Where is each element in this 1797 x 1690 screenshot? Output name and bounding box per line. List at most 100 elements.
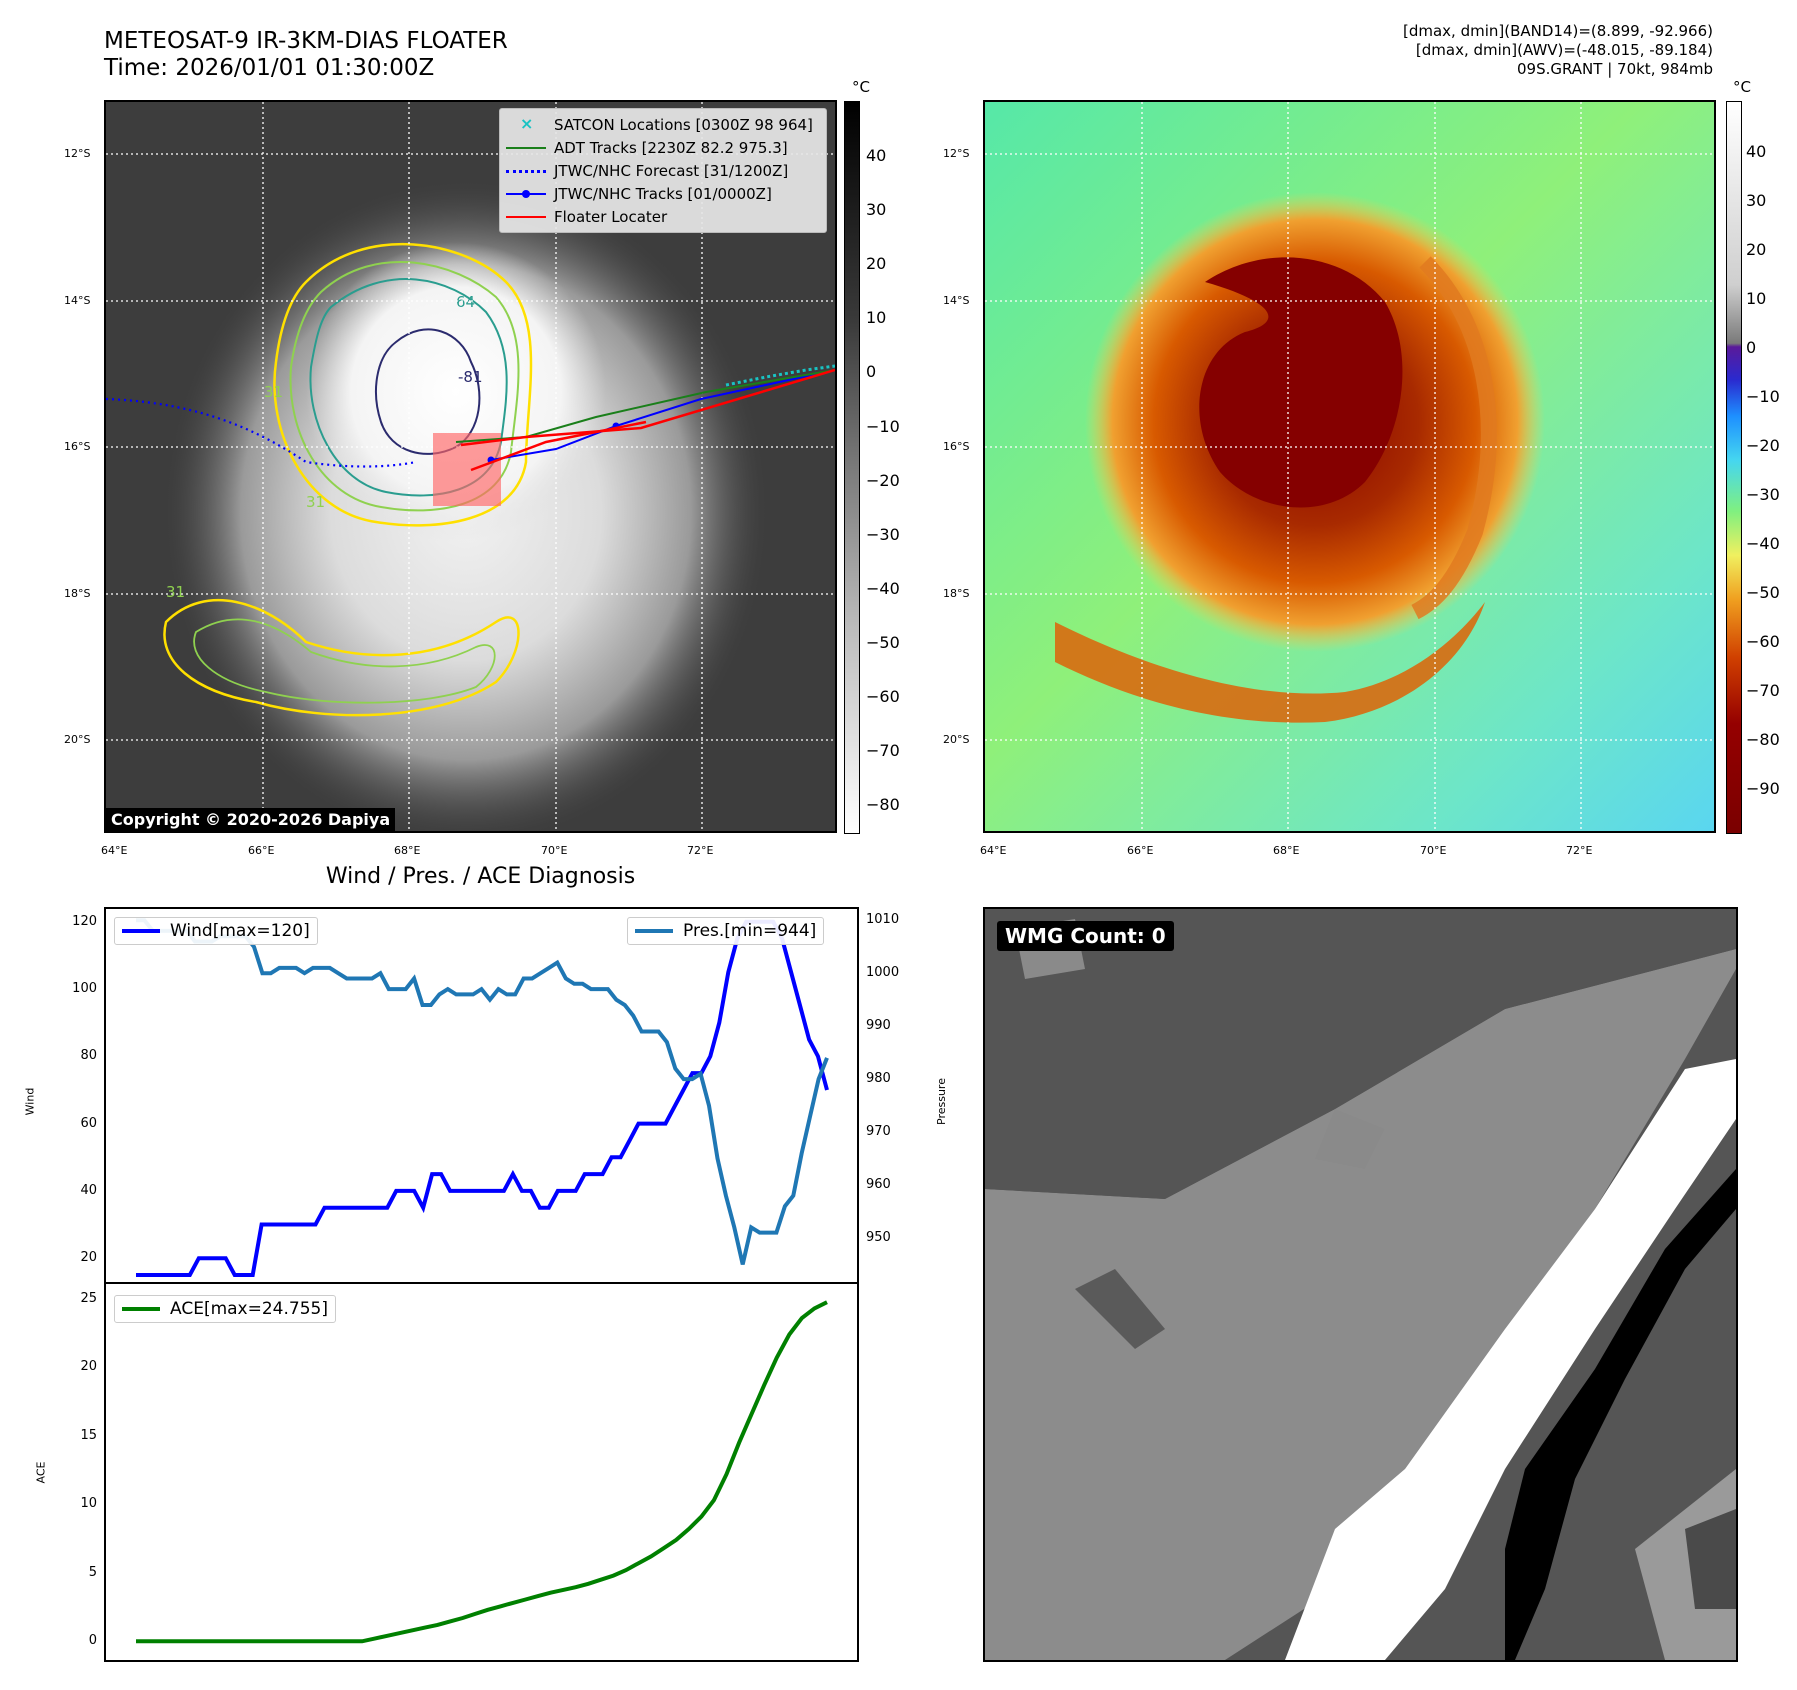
gray-colorbar xyxy=(844,101,860,834)
wind-axis-label: Wind xyxy=(23,1087,37,1116)
gray-colorbar-tick: −50 xyxy=(866,632,900,652)
ace-tick-label: 25 xyxy=(80,1290,97,1306)
storm-cold-core xyxy=(1199,257,1403,508)
wind-tick-label: 120 xyxy=(72,913,97,929)
figure-title-line2: Time: 2026/01/01 01:30:00Z xyxy=(104,55,435,81)
ir-lat-18s: 18°S xyxy=(64,587,91,600)
gray-colorbar-tick: 40 xyxy=(866,146,887,165)
color-colorbar-unit: °C xyxy=(1733,78,1751,96)
contour-label-3: 31 xyxy=(264,383,283,401)
legend-floater: Floater Locater xyxy=(506,205,820,228)
gray-colorbar-tick: −20 xyxy=(866,470,900,490)
legend-jtwc: JTWC/NHC Tracks [01/0000Z] xyxy=(506,182,820,205)
ir-map-panel[interactable]: 64 -81 31 31 31 × xyxy=(104,100,837,833)
pressure-tick-label: 980 xyxy=(866,1071,891,1087)
gray-colorbar-tick: −30 xyxy=(866,524,900,544)
wmg-panel[interactable]: WMG Count: 0 xyxy=(983,907,1738,1662)
gray-colorbar-tick: 30 xyxy=(866,200,887,220)
color-colorbar-tick: −20 xyxy=(1746,436,1780,455)
ace-tick-label: 10 xyxy=(80,1496,97,1512)
pressure-tick-label: 960 xyxy=(866,1177,891,1192)
ace-axis-label: ACE xyxy=(34,1461,48,1484)
color-colorbar-tick: 0 xyxy=(1746,338,1757,357)
ir-lat-14s: 14°S xyxy=(64,294,91,307)
floater-locater-1 xyxy=(460,368,835,447)
wind-tick-label: 60 xyxy=(80,1115,97,1131)
gray-colorbar-tick: 10 xyxy=(866,308,887,328)
color-map-panel[interactable] xyxy=(983,100,1716,833)
contour-label-4: 31 xyxy=(306,493,325,511)
color-colorbar-tick: −10 xyxy=(1746,387,1780,406)
color-colorbar-tick: −80 xyxy=(1746,730,1780,749)
diagnosis-svg xyxy=(136,918,829,1644)
east-band xyxy=(1411,256,1497,620)
diagnosis-frame xyxy=(104,907,859,1662)
diagnosis-divider xyxy=(104,1282,859,1284)
contour-label-1: 64 xyxy=(456,293,475,311)
wmg-black-band xyxy=(1505,1169,1736,1660)
gray-colorbar-tick: 0 xyxy=(866,362,877,382)
diagnosis-title: Wind / Pres. / ACE Diagnosis xyxy=(325,864,636,889)
color-map-svg xyxy=(985,102,1714,831)
outer-band xyxy=(1055,602,1485,723)
color-colorbar-tick: −70 xyxy=(1746,681,1780,700)
wind-legend: Wind[max=120] xyxy=(114,917,318,945)
wind-tick-label: 80 xyxy=(80,1048,97,1064)
legend-forecast: JTWC/NHC Forecast [31/1200Z] xyxy=(506,159,820,182)
ir-lon-70e: 70°E xyxy=(541,844,568,857)
wind-tick-label: 40 xyxy=(80,1182,97,1198)
gray-colorbar-tick: −10 xyxy=(866,416,900,436)
forecast-track xyxy=(106,397,417,468)
wind-tick-label: 20 xyxy=(80,1250,97,1266)
ir-map-svg: 64 -81 31 31 31 xyxy=(106,102,835,831)
figure-title: METEOSAT-9 IR-3KM-DIAS FLOATER Time: 202… xyxy=(104,28,508,82)
legend-adt: ADT Tracks [2230Z 82.2 975.3] xyxy=(506,136,820,159)
cold-core xyxy=(306,242,606,542)
gray-colorbar-unit: °C xyxy=(852,78,870,96)
ir-lon-66e: 66°E xyxy=(248,844,275,857)
gray-colorbar-tick: −70 xyxy=(866,741,900,761)
satcon-points xyxy=(725,364,835,387)
color-lon-72e: 72°E xyxy=(1566,844,1593,857)
pres-legend: Pres.[min=944] xyxy=(627,917,825,945)
contour-yellow-band xyxy=(163,599,520,717)
color-lon-68e: 68°E xyxy=(1273,844,1300,857)
color-lat-20s: 20°S xyxy=(943,733,970,746)
ace-tick-label: 20 xyxy=(80,1359,97,1375)
pressure-series-line xyxy=(136,918,829,1265)
floater-locater-2 xyxy=(470,420,647,472)
gray-colorbar-tick: −40 xyxy=(866,578,900,598)
color-colorbar-tick: 20 xyxy=(1746,240,1767,259)
ace-tick-label: 15 xyxy=(80,1427,97,1443)
awv-range: [dmax, dmin](AWV)=(-48.015, -89.184) xyxy=(1415,41,1713,59)
storm-info: [dmax, dmin](BAND14)=(8.899, -92.966) [d… xyxy=(1403,22,1713,79)
gray-colorbar-tick: −60 xyxy=(866,687,900,706)
color-lat-16s: 16°S xyxy=(943,440,970,453)
color-lat-14s: 14°S xyxy=(943,294,970,307)
wmg-count-badge: WMG Count: 0 xyxy=(997,921,1174,951)
ir-lon-72e: 72°E xyxy=(687,844,714,857)
color-colorbar-tick: 30 xyxy=(1746,191,1767,210)
color-colorbar-tick: −30 xyxy=(1746,485,1780,504)
ir-lon-68e: 68°E xyxy=(394,844,421,857)
contour-green-band xyxy=(193,618,496,704)
color-colorbar-tick: −50 xyxy=(1746,583,1780,602)
wind-tick-label: 100 xyxy=(72,981,97,997)
ir-lat-20s: 20°S xyxy=(64,733,91,746)
color-colorbar-tick: −60 xyxy=(1746,632,1780,651)
gray-colorbar-tick: −80 xyxy=(866,795,900,815)
figure-title-line1: METEOSAT-9 IR-3KM-DIAS FLOATER xyxy=(104,28,508,54)
ace-legend: ACE[max=24.755] xyxy=(114,1295,336,1323)
color-lat-18s: 18°S xyxy=(943,587,970,600)
ir-lon-64e: 64°E xyxy=(101,844,128,857)
color-colorbar-tick: −40 xyxy=(1746,534,1780,553)
pressure-tick-label: 970 xyxy=(866,1124,891,1140)
pressure-tick-label: 990 xyxy=(866,1018,891,1034)
pressure-tick-label: 1010 xyxy=(866,912,900,928)
color-lon-64e: 64°E xyxy=(980,844,1007,857)
color-colorbar-tick: 40 xyxy=(1746,142,1767,161)
band14-range: [dmax, dmin](BAND14)=(8.899, -92.966) xyxy=(1402,22,1713,40)
contour-label-2: -81 xyxy=(458,368,483,386)
wind-series-line xyxy=(136,919,829,1277)
pressure-tick-label: 950 xyxy=(866,1229,891,1245)
